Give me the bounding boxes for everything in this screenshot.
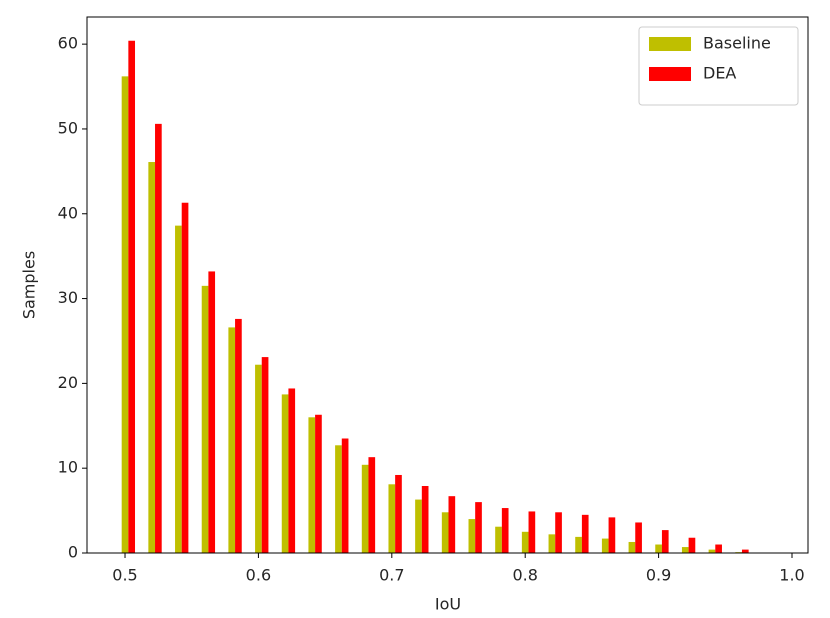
bar xyxy=(441,512,449,553)
bar xyxy=(601,538,609,553)
bar xyxy=(175,225,182,553)
bar xyxy=(688,537,696,553)
y-tick-label: 10 xyxy=(58,458,78,477)
bar xyxy=(708,549,716,553)
bar xyxy=(448,496,456,553)
bar xyxy=(201,285,209,553)
legend-swatch xyxy=(649,67,691,81)
x-tick-label: 1.0 xyxy=(779,566,804,585)
y-tick-label: 20 xyxy=(58,373,78,392)
bar xyxy=(715,544,722,553)
y-tick-label: 50 xyxy=(58,118,78,137)
bar xyxy=(395,474,402,553)
bar xyxy=(341,438,349,553)
bar xyxy=(288,388,296,553)
bar xyxy=(388,484,396,553)
bar xyxy=(415,499,422,553)
bar xyxy=(281,394,289,553)
x-tick-label: 0.6 xyxy=(246,566,271,585)
bar xyxy=(261,357,269,553)
bar xyxy=(308,417,316,553)
bar xyxy=(128,40,136,554)
bar xyxy=(528,511,536,553)
y-tick-label: 40 xyxy=(58,203,78,222)
legend-swatch xyxy=(649,37,691,51)
bar xyxy=(521,531,529,553)
bar xyxy=(608,517,616,553)
bar xyxy=(315,414,322,553)
bar xyxy=(368,457,376,553)
bar xyxy=(235,318,242,553)
x-tick-label: 0.5 xyxy=(112,566,137,585)
bar xyxy=(555,512,562,553)
bar xyxy=(681,547,689,553)
bar xyxy=(581,514,589,553)
bar xyxy=(361,464,369,553)
y-tick-label: 60 xyxy=(58,34,78,53)
bar xyxy=(181,202,189,553)
bar xyxy=(741,549,749,553)
legend-label: DEA xyxy=(703,64,736,83)
bar xyxy=(475,502,482,553)
bar xyxy=(255,364,262,553)
bar xyxy=(121,76,129,553)
y-tick-label: 0 xyxy=(68,543,78,562)
x-tick-label: 0.9 xyxy=(646,566,671,585)
x-axis-label: IoU xyxy=(435,595,461,614)
bar xyxy=(155,123,162,554)
bar xyxy=(148,162,156,553)
bar xyxy=(635,522,642,553)
plot-frame xyxy=(86,16,809,554)
bar xyxy=(655,544,662,553)
x-tick-label: 0.8 xyxy=(512,566,537,585)
bar xyxy=(468,519,476,553)
legend-label: Baseline xyxy=(703,34,771,53)
y-axis-label: Samples xyxy=(20,251,39,319)
bar xyxy=(548,534,556,553)
bar xyxy=(661,530,669,553)
bar xyxy=(335,445,342,553)
y-tick-label: 30 xyxy=(58,288,78,307)
bar xyxy=(208,271,216,553)
bar xyxy=(495,526,502,553)
bar xyxy=(421,486,429,553)
bar xyxy=(501,508,509,553)
bar xyxy=(628,541,636,553)
bar xyxy=(575,536,582,553)
x-tick-label: 0.7 xyxy=(379,566,404,585)
bar xyxy=(228,327,236,553)
